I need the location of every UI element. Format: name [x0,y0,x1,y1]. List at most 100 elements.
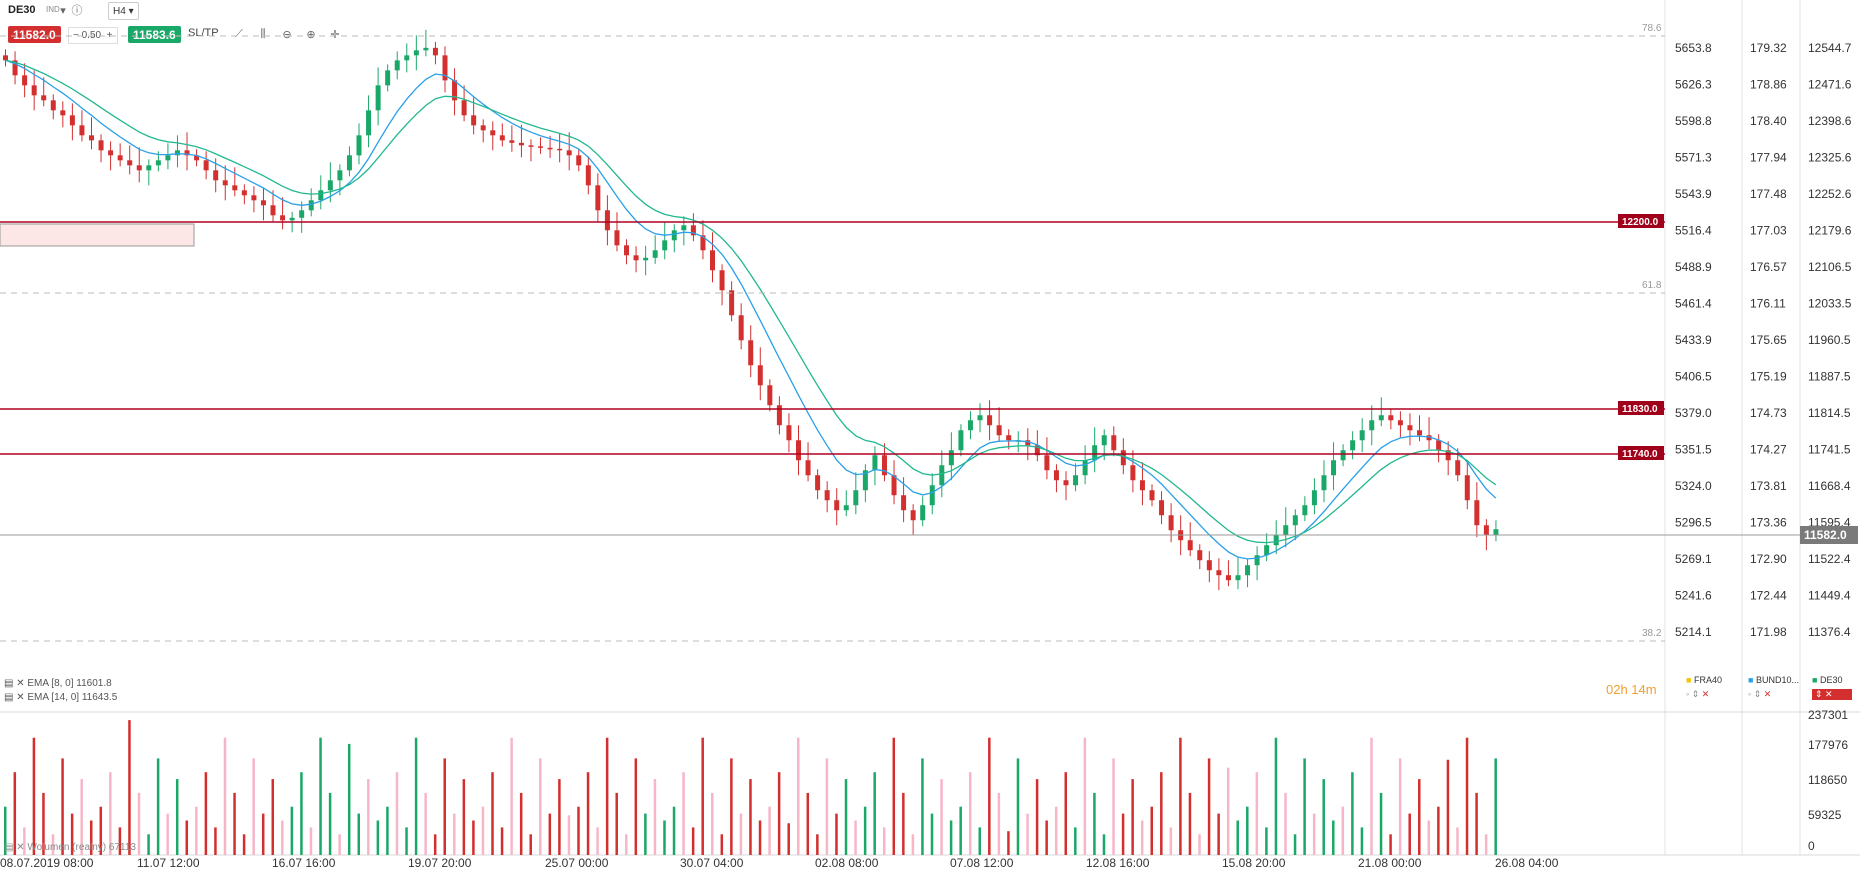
candle-body [1034,445,1040,456]
candle-body [1273,535,1279,546]
candle-body [108,150,114,156]
candle-body [394,60,400,71]
volume-bar [453,813,456,855]
volume-bar [1446,759,1450,855]
candle-body [165,155,171,161]
volume-bar [13,772,17,855]
right-tick-label: 11814.5 [1808,406,1851,420]
chevron-down-icon[interactable]: ▾ [60,4,66,17]
candle-body [1292,515,1298,526]
candle-body [509,140,515,143]
volume-bar [386,806,389,855]
candle-body [528,145,534,147]
current-price-label: 11582.0 [1804,528,1847,542]
mini-controls[interactable]: ◦ ⇕ ✕ [1686,689,1710,699]
left-tick-label: 5406.5 [1675,370,1712,384]
volume-bar [605,737,609,855]
candle-body [356,135,362,156]
right-tick-label: 11449.4 [1808,589,1851,603]
volume-bar [930,813,934,855]
close-mini-chart-button[interactable]: ⇕ ✕ [1812,689,1852,700]
volume-bar [1456,827,1459,855]
candle-body [490,130,496,136]
candle-body [690,225,696,236]
candle-body [499,135,505,141]
volume-bar [51,834,55,855]
volume-legend[interactable]: ▤ ✕ Wolumen (realny) 67113 [4,842,136,853]
time-tick-label: 07.08 12:00 [950,856,1014,870]
sell-button[interactable]: 11582.0 [8,26,61,43]
volume-bar [1408,813,1411,855]
right-tick-label: 11376.4 [1808,625,1851,639]
ema8-legend[interactable]: ▤ ✕ EMA [8, 0] 11601.8 [4,678,112,689]
candle-body [643,257,649,261]
volume-bar [147,834,150,855]
volume-bar [290,806,294,855]
candle-body [547,147,553,150]
mini-chart-fra40[interactable]: ■ FRA40 ◦ ⇕ ✕ [1686,675,1722,700]
left-tick-label: 5571.3 [1675,151,1712,165]
zoom-in-icon[interactable]: ⊕ [306,28,316,41]
candle-body [12,60,18,76]
plus-icon[interactable]: + [101,30,113,41]
right-tick-label: 11960.5 [1808,333,1851,347]
crosshair-icon[interactable]: ✛ [330,28,340,41]
minus-icon[interactable]: − [73,30,82,41]
time-tick-label: 15.08 20:00 [1222,856,1286,870]
ema14-legend[interactable]: ▤ ✕ EMA [14, 0] 11643.5 [4,692,117,703]
volume-bar [682,772,685,855]
candle-body [1455,460,1461,476]
candle-body [404,55,410,61]
candle-body [1187,540,1193,551]
volume-bar [1312,813,1316,855]
candle-body [117,155,123,161]
volume-bar [1246,806,1249,855]
volume-bar [433,834,437,855]
time-tick-label: 02.08 08:00 [815,856,879,870]
mid-tick-label: 175.19 [1750,370,1787,384]
volume-bar [796,737,800,855]
volume-bar [844,779,848,855]
candle-body [853,490,859,506]
mid-tick-label: 178.86 [1750,78,1787,92]
volume-bar [720,834,724,855]
volume-bar [644,813,647,855]
right-tick-label: 12106.5 [1808,260,1852,274]
candle-body [1340,450,1346,461]
candle-body [805,460,811,476]
info-icon[interactable]: ⓘ [71,5,83,17]
candle-body [155,160,161,166]
volume-bar [882,827,886,855]
candle-body [843,505,849,511]
candle-body [136,165,142,171]
volume-bar [577,806,580,855]
fra40-color-icon: ■ [1686,675,1692,685]
mini-chart-bund10[interactable]: ■ BUND10... ◦ ⇕ ✕ [1748,675,1799,700]
volume-bar [510,737,513,855]
volume-bar [959,806,962,855]
mid-tick-label: 172.90 [1750,552,1787,566]
mini-chart-de30[interactable]: ■ DE30 ⇕ ✕ [1812,675,1852,700]
volume-bar [1217,813,1220,855]
volume-bar [1303,758,1306,855]
indicators-icon[interactable]: ⫼ [260,27,266,40]
level-price-tag [1618,446,1664,460]
zoom-out-icon[interactable]: ⊖ [282,28,292,41]
buy-button[interactable]: 11583.6 [128,26,181,43]
chart-type-icon[interactable]: ⟋ [235,27,243,40]
volume-bar [80,779,83,855]
volume-bar [462,779,466,855]
candle-body [566,150,572,156]
candle-body [662,240,668,251]
level-price-tag [1618,401,1664,415]
candle-body [1073,475,1079,486]
market-tag: IND [46,5,60,14]
ema14-legend-text: EMA [14, 0] 11643.5 [27,692,118,703]
mini-controls[interactable]: ◦ ⇕ ✕ [1748,689,1772,699]
volume-bar [1207,758,1211,855]
timeframe-select[interactable]: H4 ▾ [108,2,139,20]
volume-bar [902,792,905,855]
symbol-label[interactable]: DE30 [8,4,36,16]
